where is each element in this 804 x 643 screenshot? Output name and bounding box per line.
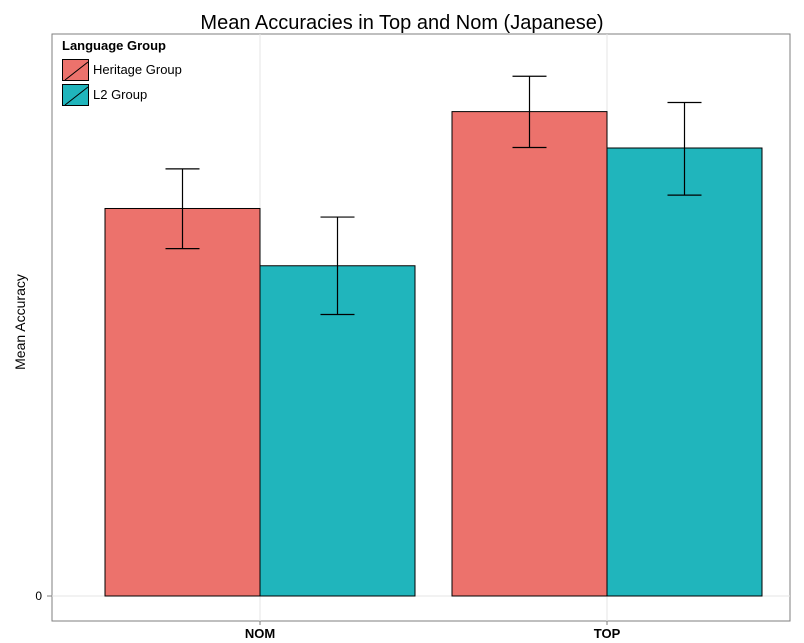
legend-swatch-heritage — [62, 58, 89, 81]
bar-nom-1 — [259, 265, 416, 597]
legend-item-l2: L2 Group — [62, 82, 182, 107]
bar-nom-0 — [104, 207, 261, 597]
legend-label-l2: L2 Group — [93, 87, 148, 102]
legend-title: Language Group — [62, 38, 166, 53]
bar-top-1 — [606, 147, 763, 597]
legend-item-heritage: Heritage Group — [62, 57, 182, 82]
x-tick-label-top: TOP — [594, 626, 621, 641]
legend-label-heritage: Heritage Group — [93, 62, 182, 77]
legend: Language Group Heritage Group L2 Group — [57, 38, 182, 107]
bar-top-0 — [451, 111, 608, 597]
x-tick-label-nom: NOM — [245, 626, 275, 641]
legend-swatch-l2 — [62, 83, 89, 106]
y-tick-label-0: 0 — [35, 589, 42, 603]
chart-title: Mean Accuracies in Top and Nom (Japanese… — [200, 12, 604, 34]
